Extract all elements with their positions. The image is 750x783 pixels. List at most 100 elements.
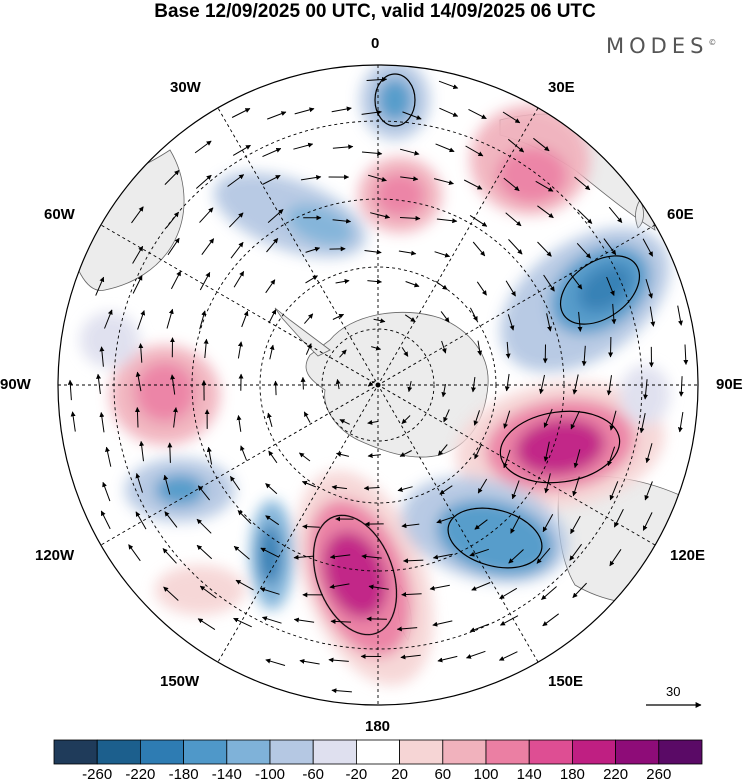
wind-vector-arrow: [201, 238, 215, 255]
wind-vector-arrow: [232, 144, 251, 156]
wind-vector-arrow: [269, 344, 275, 360]
wind-vector-arrow: [268, 309, 277, 324]
wind-vector-arrow: [608, 206, 623, 223]
wind-vector-arrow: [301, 480, 316, 488]
wind-vector-arrow: [469, 307, 478, 322]
wind-vector-arrow: [233, 545, 250, 560]
wind-vector-arrow: [170, 270, 182, 290]
wind-vector-arrow: [273, 380, 279, 396]
wind-vector-arrow: [229, 475, 241, 491]
wind-vector-arrow: [439, 107, 459, 117]
wind-vector-arrow: [265, 279, 276, 294]
wind-vector-arrow: [433, 178, 454, 185]
wind-vector-arrow: [230, 241, 244, 259]
colorbar-tick-label: 140: [516, 766, 542, 783]
wind-vector-arrow: [305, 275, 318, 284]
wind-vector-arrow: [361, 109, 382, 115]
wind-vector-arrow: [577, 311, 583, 332]
wind-vector-arrow: [367, 174, 387, 182]
wind-vector-arrow: [199, 310, 207, 330]
lon-label-90e: 90E: [716, 376, 743, 393]
wind-vector-arrow: [203, 338, 209, 359]
wind-vector-arrow: [401, 523, 420, 529]
wind-vector-arrow: [609, 481, 619, 501]
colorbar-tick-label: 260: [646, 766, 672, 783]
wind-vector-arrow: [135, 371, 142, 392]
lon-label-60e: 60E: [667, 206, 694, 223]
wind-vector-arrow: [400, 176, 419, 182]
anomaly-positive-0-core: [375, 173, 425, 217]
wind-vector-arrow: [678, 376, 684, 397]
wind-vector-arrow: [134, 407, 140, 428]
wind-vector-arrow: [335, 278, 350, 284]
anomaly-positive-90w-core: [135, 362, 195, 422]
wind-vector-arrow: [471, 377, 476, 393]
wind-vectors: [67, 76, 689, 694]
anomaly-negative-140w-core: [258, 525, 282, 585]
lon-label-150e: 150E: [548, 673, 584, 690]
wind-vector-arrow: [196, 544, 213, 560]
lon-label-150w: 150W: [160, 673, 200, 690]
wind-vector-arrow: [536, 547, 551, 564]
wind-vector-arrow: [613, 508, 624, 528]
colorbar-tick-label: 220: [603, 766, 629, 783]
wind-vector-arrow: [99, 346, 105, 367]
wind-vector-arrow: [606, 375, 612, 396]
wind-vector-arrow: [302, 524, 320, 530]
wind-vector-arrow: [432, 620, 453, 627]
wind-vector-arrow: [261, 616, 282, 624]
wind-vector-arrow: [373, 318, 386, 324]
wind-vector-arrow: [401, 415, 411, 424]
wind-vector-arrow: [508, 549, 524, 564]
wind-vector-arrow: [471, 582, 491, 591]
wind-vector-arrow: [642, 512, 653, 531]
wind-vector-arrow: [432, 553, 453, 560]
wind-vector-arrow: [443, 409, 450, 423]
wind-vector-arrow: [472, 241, 486, 257]
colorbar-swatch: [442, 739, 487, 765]
wind-vector-arrow: [100, 510, 111, 530]
wind-vector-arrow: [259, 587, 280, 595]
anomaly-contours: [312, 73, 641, 636]
wind-vector-arrow: [677, 412, 684, 433]
wind-vector-arrow: [399, 450, 412, 457]
wind-vector-arrow: [429, 584, 450, 591]
wind-vector-arrow: [135, 511, 147, 530]
wind-vector-arrow: [237, 341, 243, 359]
wind-vector-arrow: [543, 441, 550, 462]
wind-vector-arrow: [235, 579, 254, 591]
wind-vector-arrow: [437, 444, 448, 456]
wind-vector-arrow: [397, 486, 413, 492]
wind-vector-arrow: [644, 481, 653, 501]
wind-vector-arrow: [294, 107, 315, 115]
wind-vector-arrow: [299, 658, 320, 665]
wind-vector-arrow: [331, 688, 352, 694]
wind-vector-arrow: [367, 380, 376, 387]
colorbar-tick-label: 180: [559, 766, 585, 783]
wind-vector-arrow: [572, 374, 579, 395]
wind-vector-arrow: [403, 558, 424, 564]
wind-vector-arrow: [132, 275, 143, 294]
wind-vector-arrow: [371, 345, 382, 351]
wind-vector-arrow: [366, 76, 388, 82]
contour-110e: [499, 410, 621, 484]
wind-vector-arrow: [505, 280, 516, 297]
wind-vector-arrow: [404, 314, 416, 323]
wind-vector-arrow: [339, 349, 347, 358]
wind-vector-arrow: [363, 485, 380, 491]
wind-vector-arrow: [165, 211, 179, 229]
colorbar-tick-label: -60: [302, 766, 325, 783]
wind-vector-arrow: [569, 543, 583, 561]
wind-vector-arrow: [227, 174, 245, 187]
wind-vector-arrow: [163, 586, 179, 601]
wind-vector-arrow: [336, 452, 350, 457]
wind-vector-arrow: [266, 238, 279, 253]
wind-vector-arrow: [241, 310, 249, 328]
wind-vector-arrow: [95, 276, 105, 296]
wind-vector-arrow: [607, 446, 616, 467]
wind-vector-arrow: [332, 313, 345, 320]
wind-vector-arrow: [503, 410, 511, 429]
lon-label-180: 180: [365, 718, 391, 735]
colorbar-tick-label: 100: [473, 766, 499, 783]
